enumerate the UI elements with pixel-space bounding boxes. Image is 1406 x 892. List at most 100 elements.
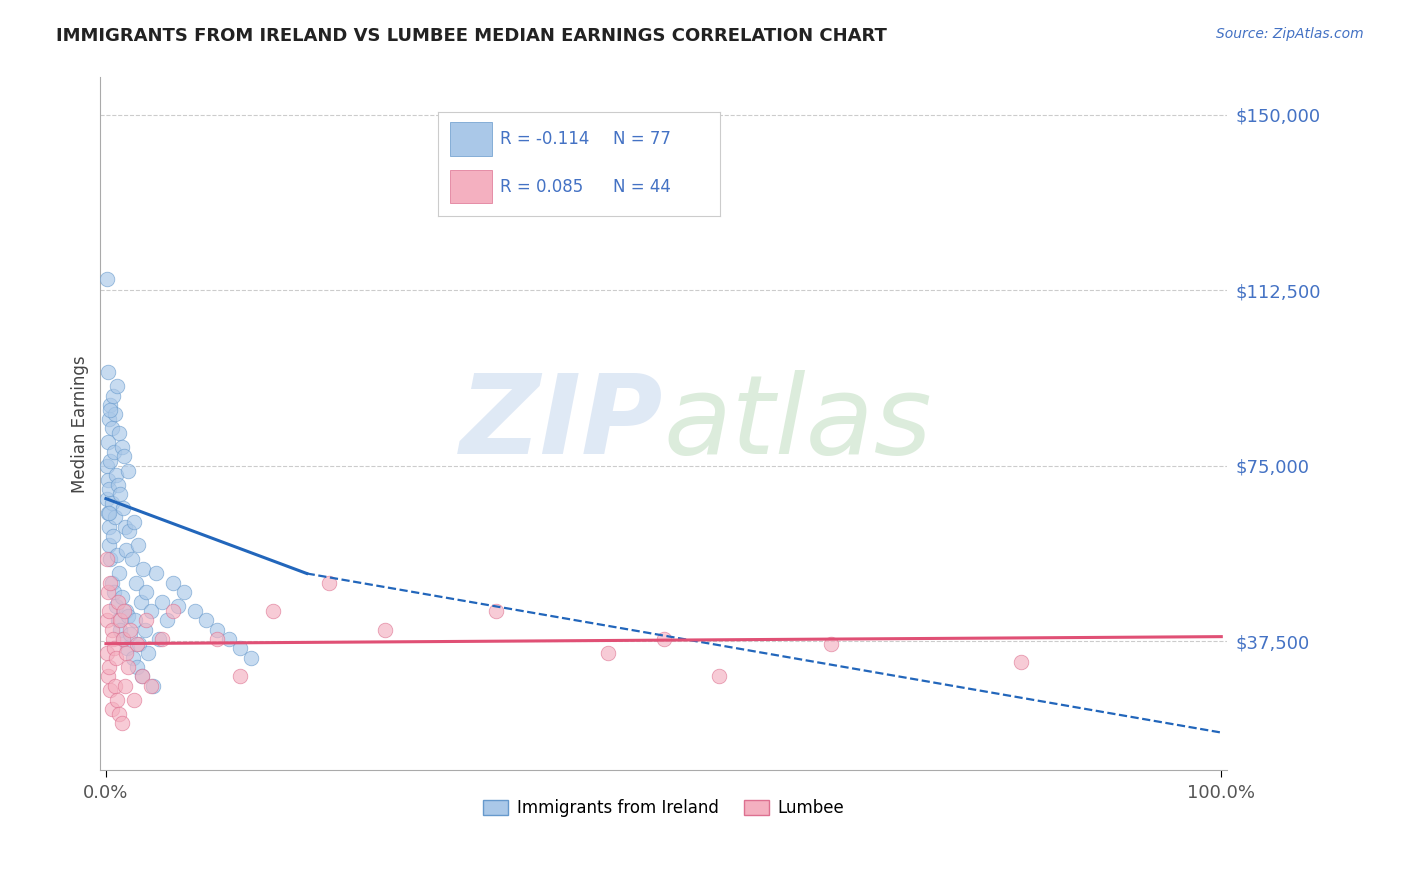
Point: [97, 669, 120, 683]
Point: [1010, 656, 1032, 670]
Point: [218, 632, 240, 646]
Point: [318, 575, 340, 590]
Point: [100, 552, 122, 566]
Point: [100, 454, 122, 468]
Point: [207, 623, 229, 637]
Point: [96, 271, 118, 285]
Point: [150, 594, 173, 608]
Point: [96, 613, 118, 627]
Point: [129, 594, 152, 608]
Point: [107, 477, 129, 491]
Point: [127, 538, 149, 552]
Point: [167, 599, 190, 614]
Point: [139, 679, 162, 693]
Point: [110, 716, 132, 731]
Point: [104, 408, 127, 422]
Point: [98, 482, 121, 496]
Point: [145, 566, 167, 581]
Point: [652, 632, 675, 646]
Point: [139, 604, 162, 618]
Point: [127, 660, 149, 674]
Point: [96, 491, 118, 506]
Point: [134, 623, 156, 637]
Point: [100, 683, 122, 698]
Point: [127, 637, 149, 651]
Text: Source: ZipAtlas.com: Source: ZipAtlas.com: [1216, 27, 1364, 41]
Point: [121, 650, 143, 665]
Point: [148, 632, 170, 646]
Point: [96, 646, 118, 660]
Point: [112, 604, 135, 618]
Point: [262, 604, 284, 618]
Point: [125, 575, 148, 590]
Point: [117, 660, 139, 674]
Point: [100, 575, 122, 590]
Point: [104, 679, 127, 693]
Point: [136, 646, 159, 660]
Point: [97, 585, 120, 599]
Point: [104, 650, 127, 665]
Legend: Immigrants from Ireland, Lumbee: Immigrants from Ireland, Lumbee: [477, 793, 851, 824]
Point: [111, 500, 134, 515]
Point: [103, 585, 125, 599]
Point: [101, 632, 124, 646]
Point: [709, 669, 731, 683]
Point: [100, 575, 122, 590]
Point: [122, 515, 145, 529]
Text: IMMIGRANTS FROM IRELAND VS LUMBEE MEDIAN EARNINGS CORRELATION CHART: IMMIGRANTS FROM IRELAND VS LUMBEE MEDIAN…: [56, 27, 887, 45]
Point: [239, 650, 262, 665]
Point: [100, 702, 122, 716]
Point: [105, 379, 128, 393]
Y-axis label: Median Earnings: Median Earnings: [72, 355, 89, 492]
Point: [229, 669, 252, 683]
Point: [110, 487, 132, 501]
Point: [122, 693, 145, 707]
Point: [105, 548, 128, 562]
Point: [120, 623, 142, 637]
Point: [101, 389, 124, 403]
Point: [114, 519, 136, 533]
Point: [162, 604, 184, 618]
Point: [121, 552, 143, 566]
Point: [110, 590, 132, 604]
Point: [97, 435, 120, 450]
Point: [111, 632, 134, 646]
Point: [98, 519, 121, 533]
Point: [100, 421, 122, 435]
Point: [207, 632, 229, 646]
Point: [104, 510, 127, 524]
Point: [128, 637, 150, 651]
Point: [104, 468, 127, 483]
Point: [100, 402, 122, 417]
Point: [162, 575, 184, 590]
Point: [117, 608, 139, 623]
Point: [115, 543, 138, 558]
Point: [485, 604, 508, 618]
Point: [98, 660, 121, 674]
Point: [142, 679, 165, 693]
Point: [135, 585, 157, 599]
Text: ZIP: ZIP: [460, 370, 664, 477]
Point: [110, 440, 132, 454]
Point: [100, 398, 122, 412]
Point: [124, 613, 146, 627]
Point: [110, 613, 132, 627]
Point: [96, 552, 118, 566]
Point: [103, 444, 125, 458]
Point: [131, 669, 153, 683]
Point: [117, 463, 139, 477]
Point: [111, 632, 134, 646]
Point: [101, 529, 124, 543]
Point: [114, 679, 136, 693]
Point: [98, 604, 121, 618]
Point: [97, 473, 120, 487]
Point: [107, 613, 129, 627]
Point: [98, 538, 121, 552]
Point: [107, 594, 129, 608]
Point: [229, 641, 252, 656]
Point: [110, 623, 132, 637]
Point: [108, 426, 131, 441]
Point: [98, 506, 121, 520]
Point: [184, 604, 207, 618]
Point: [98, 412, 121, 426]
